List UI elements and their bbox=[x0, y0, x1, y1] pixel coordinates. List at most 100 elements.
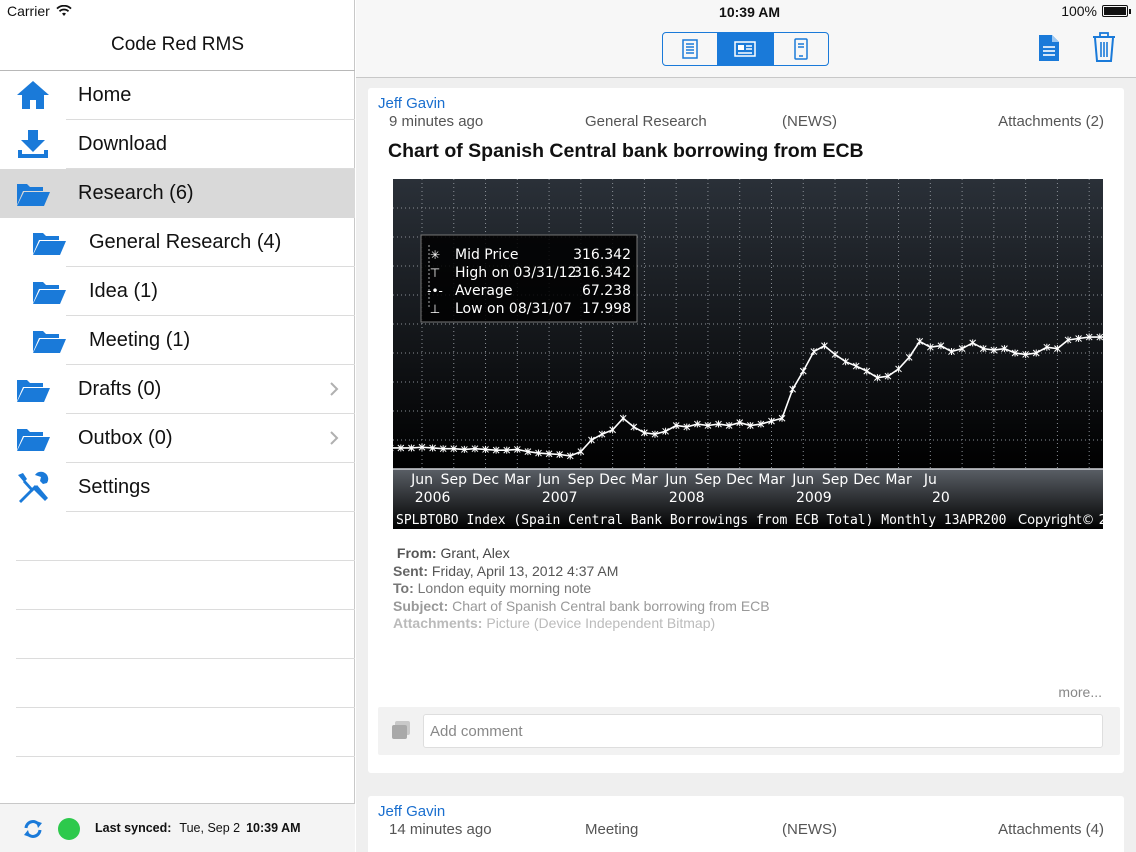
empty-row bbox=[0, 512, 355, 561]
email-sent-label: Sent: bbox=[393, 562, 428, 579]
attachments-link[interactable]: Attachments (4) bbox=[998, 821, 1104, 838]
data-point bbox=[535, 449, 542, 457]
email-to: To: London equity morning note bbox=[393, 580, 770, 598]
sidebar-item-outbox[interactable]: Outbox (0) bbox=[0, 414, 355, 463]
x-tick-label: Sep bbox=[568, 472, 595, 488]
email-from-value: Grant, Alex bbox=[440, 545, 510, 561]
data-point bbox=[736, 419, 744, 427]
sidebar-item-label: Settings bbox=[78, 476, 151, 498]
data-point bbox=[905, 353, 913, 361]
attachments-link[interactable]: Attachments (2) bbox=[998, 113, 1104, 130]
new-document-icon[interactable] bbox=[1038, 34, 1060, 62]
data-point bbox=[1064, 336, 1072, 344]
x-tick-label: Dec bbox=[726, 472, 753, 488]
sidebar-item-label: Outbox (0) bbox=[78, 427, 173, 449]
sidebar-item-label: General Research (4) bbox=[89, 231, 282, 253]
message-subject: Chart of Spanish Central bank borrowing … bbox=[388, 140, 864, 162]
sidebar-item-idea[interactable]: Idea (1) bbox=[0, 267, 355, 316]
message-type: (NEWS) bbox=[782, 821, 837, 838]
x-year-label: 20 bbox=[932, 490, 950, 506]
x-tick-label: Dec bbox=[472, 472, 499, 488]
data-point bbox=[577, 448, 585, 456]
card-view-button[interactable] bbox=[718, 33, 774, 65]
data-point bbox=[397, 444, 405, 452]
carrier-label: Carrier bbox=[7, 3, 50, 19]
legend-marker: -•- bbox=[427, 284, 443, 298]
message-card[interactable]: Jeff Gavin 14 minutes ago Meeting (NEWS)… bbox=[368, 796, 1124, 852]
message-category: General Research bbox=[585, 113, 707, 130]
data-point bbox=[492, 446, 500, 454]
x-tick-label: Sep bbox=[695, 472, 722, 488]
divider bbox=[0, 70, 355, 71]
folder-open-icon bbox=[33, 233, 66, 255]
status-battery: 100% bbox=[1061, 3, 1131, 19]
legend-marker: ⊤ bbox=[430, 266, 440, 280]
trash-icon[interactable] bbox=[1092, 32, 1116, 62]
data-point bbox=[672, 422, 680, 429]
data-point bbox=[471, 445, 479, 453]
data-point bbox=[916, 337, 924, 345]
sidebar-item-drafts[interactable]: Drafts (0) bbox=[0, 365, 355, 414]
email-subject-value: Chart of Spanish Central bank borrowing … bbox=[452, 597, 770, 614]
last-synced-label: Last synced: bbox=[95, 821, 172, 835]
data-point bbox=[651, 430, 659, 438]
message-card[interactable]: Jeff Gavin 9 minutes ago General Researc… bbox=[368, 88, 1124, 773]
email-subject: Subject: Chart of Spanish Central bank b… bbox=[393, 598, 770, 616]
x-tick-label: Jun bbox=[537, 472, 560, 488]
data-point bbox=[746, 422, 754, 429]
card-view-icon bbox=[734, 41, 757, 57]
data-point bbox=[821, 342, 828, 350]
sidebar-item-meeting[interactable]: Meeting (1) bbox=[0, 316, 355, 365]
data-point bbox=[1032, 349, 1040, 357]
sidebar-item-settings[interactable]: Settings bbox=[0, 463, 355, 512]
data-point bbox=[863, 367, 871, 375]
data-point bbox=[556, 451, 564, 458]
sidebar-title: Code Red RMS bbox=[110, 34, 245, 55]
data-point bbox=[439, 445, 447, 453]
data-point bbox=[450, 445, 458, 453]
chart-image[interactable]: Jun Sep Dec Mar Jun Sep Dec Mar Jun Sep Dec Mar Jun S… bbox=[393, 179, 1103, 529]
data-point bbox=[566, 452, 574, 460]
data-point bbox=[831, 350, 839, 358]
sidebar-nav: Home Download Research (6) General Research… bbox=[0, 71, 355, 806]
email-attachments-value: Picture (Device Independent Bitmap) bbox=[486, 615, 716, 632]
detail-view-button[interactable] bbox=[774, 33, 828, 65]
sidebar-item-general-research[interactable]: General Research (4) bbox=[0, 218, 355, 267]
data-point bbox=[1054, 345, 1061, 353]
data-point bbox=[884, 372, 892, 380]
last-synced-date: Tue, Sep 2 bbox=[179, 821, 241, 835]
data-point bbox=[1022, 350, 1029, 358]
data-point bbox=[757, 420, 765, 428]
data-point bbox=[937, 342, 945, 350]
chevron-right-icon bbox=[330, 431, 339, 445]
more-link[interactable]: more... bbox=[1058, 684, 1102, 700]
data-point bbox=[990, 346, 998, 354]
list-view-button[interactable] bbox=[663, 33, 719, 65]
sidebar-item-label: Download bbox=[78, 133, 167, 155]
message-time: 14 minutes ago bbox=[389, 821, 492, 838]
data-point bbox=[1085, 333, 1093, 341]
data-point bbox=[513, 445, 521, 453]
x-tick-label: Ju bbox=[923, 472, 937, 488]
sidebar-item-home[interactable]: Home bbox=[0, 71, 355, 120]
comment-input[interactable] bbox=[423, 714, 1103, 748]
message-author[interactable]: Jeff Gavin bbox=[378, 803, 446, 820]
legend-label: Average bbox=[455, 283, 513, 299]
message-author[interactable]: Jeff Gavin bbox=[378, 95, 446, 112]
sidebar-item-label: Home bbox=[78, 84, 132, 106]
chart-copyright: Copyright© 2 bbox=[1018, 513, 1103, 528]
data-point bbox=[524, 448, 532, 456]
data-point bbox=[1096, 333, 1103, 341]
sidebar-item-research[interactable]: Research (6) bbox=[0, 169, 355, 218]
data-point bbox=[630, 423, 638, 431]
data-point bbox=[408, 444, 415, 452]
folder-open-icon bbox=[33, 282, 66, 304]
main-content: 10:39 AM 100% bbox=[356, 0, 1136, 852]
data-point bbox=[926, 343, 934, 351]
last-synced-time: 10:39 AM bbox=[246, 821, 301, 835]
message-time: 9 minutes ago bbox=[389, 113, 484, 130]
data-point bbox=[588, 436, 595, 444]
sidebar-item-download[interactable]: Download bbox=[0, 120, 355, 169]
refresh-icon[interactable] bbox=[22, 818, 44, 840]
data-point bbox=[693, 420, 701, 428]
